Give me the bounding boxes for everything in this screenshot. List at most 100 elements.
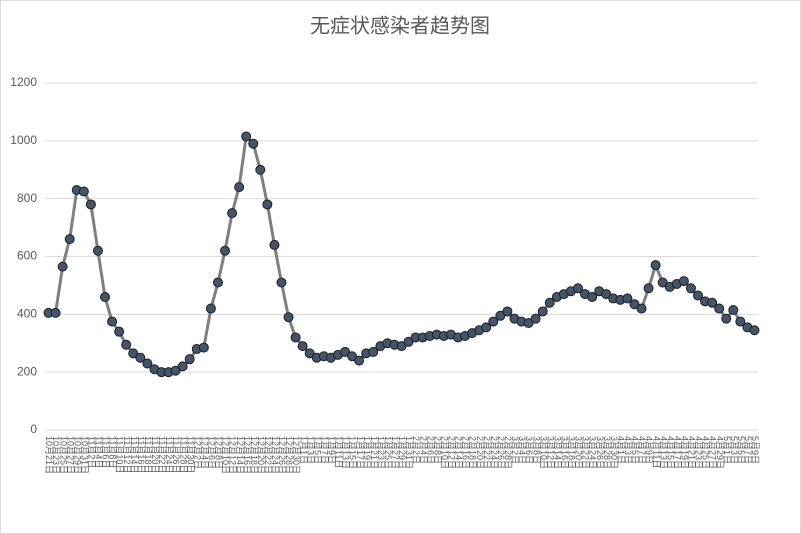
x-tick-label: 4月7日 [637,436,647,464]
x-tick-label: 10月21日 [44,436,54,474]
x-tick-label: 4月11日 [651,436,661,468]
data-point [57,261,68,272]
data-point [184,354,195,365]
x-tick-label: 4月23日 [694,436,704,469]
x-tick-label: 1月19日 [362,436,372,469]
data-point [283,312,294,323]
data-point [297,341,308,352]
x-tick-label: 3月18日 [567,436,577,469]
data-point [64,234,75,245]
x-tick-label: 2月26日 [496,436,506,469]
data-point [92,245,103,256]
x-tick-label: 11月16日 [136,436,146,473]
x-tick-label: 12月20日 [256,436,266,474]
x-tick-label: 3月2日 [510,436,520,464]
x-tick-label: 10月25日 [58,436,68,474]
x-tick-label: 11月10日 [115,436,125,473]
data-point [650,260,661,271]
y-tick-label: 0 [30,422,37,436]
data-point [142,358,153,369]
x-tick-label: 12月10日 [221,436,231,474]
x-tick-label: 4月15日 [665,436,675,469]
x-tick-label: 1月7日 [319,436,329,464]
data-point [678,276,689,287]
data-point [572,283,583,294]
data-point [170,365,181,376]
x-tick-label: 2月18日 [468,436,478,469]
data-point [262,199,273,210]
x-tick-label: 11月14日 [129,436,139,473]
x-tick-label: 12月2日 [192,436,202,469]
y-tick-label: 600 [17,249,37,263]
x-tick-label: 1月5日 [312,436,322,464]
x-tick-label: 5月1日 [722,436,732,464]
x-tick-label: 10月31日 [79,436,89,474]
x-tick-label: 2月4日 [418,436,428,464]
data-point [114,326,125,337]
x-tick-label: 4月13日 [658,436,668,469]
x-tick-label: 3月4日 [517,436,527,464]
data-point [403,336,414,347]
x-tick-label: 1月25日 [383,436,393,469]
data-point [276,277,287,288]
data-point [735,316,746,327]
x-tick-label: 4月29日 [715,436,725,469]
data-point [685,283,696,294]
x-tick-label: 4月3日 [623,436,633,464]
x-tick-label: 11月24日 [164,436,174,473]
x-tick-label: 11月6日 [101,436,111,468]
x-tick-label: 11月28日 [178,436,188,473]
data-point [481,322,492,333]
y-tick-label: 800 [17,191,37,205]
x-tick-label: 10月23日 [51,436,61,474]
data-point [714,303,725,314]
x-tick-label: 3月8日 [531,436,541,464]
x-tick-label: 12月14日 [235,436,245,474]
x-tick-label: 2月8日 [432,436,442,464]
data-point [707,297,718,308]
x-tick-label: 3月30日 [609,436,619,469]
x-tick-label: 2月28日 [503,436,513,469]
x-tick-label: 11月30日 [185,436,195,473]
data-point [220,245,231,256]
data-point [78,186,89,197]
x-tick-label: 11月18日 [143,436,153,473]
x-tick-label: 12月18日 [249,436,259,474]
x-tick-label: 2月24日 [489,436,499,469]
x-tick-label: 12月4日 [199,436,209,469]
data-point [269,239,280,250]
x-tick-label: 1月29日 [397,436,407,469]
x-tick-label: 5月9日 [750,436,760,464]
x-tick-label: 3月24日 [588,436,598,469]
data-point [85,199,96,210]
x-tick-label: 12月30日 [291,436,301,474]
data-point [205,303,216,314]
x-tick-label: 11月8日 [108,436,118,468]
x-tick-label: 4月1日 [616,436,626,464]
data-point [128,348,139,359]
data-point [523,318,534,329]
data-point [601,289,612,300]
x-tick-label: 12月22日 [263,436,273,474]
data-point [488,316,499,327]
data-point [629,299,640,310]
x-tick-label: 2月16日 [461,436,471,469]
x-tick-label: 1月9日 [327,436,337,464]
x-tick-label: 12月6日 [207,436,217,469]
data-point [622,293,633,304]
data-point [121,339,132,350]
x-tick-label: 1月31日 [404,436,414,469]
x-tick-label: 2月6日 [425,436,435,464]
data-point [50,307,61,318]
data-point [537,306,548,317]
data-point [255,164,266,175]
x-tick-label: 11月26日 [171,436,181,473]
y-tick-label: 200 [17,364,37,378]
x-tick-label: 12月8日 [214,436,224,469]
x-tick-label: 1月27日 [390,436,400,469]
x-tick-label: 3月6日 [524,436,534,464]
data-point [198,342,209,353]
x-tick-label: 1月1日 [298,436,308,464]
x-tick-label: 11月2日 [87,436,97,468]
x-tick-label: 4月25日 [701,436,711,469]
